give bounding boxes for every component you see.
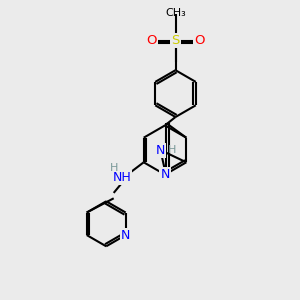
Text: H: H — [168, 145, 176, 155]
Text: O: O — [146, 34, 157, 47]
Text: CH₃: CH₃ — [165, 8, 186, 19]
Text: H: H — [110, 163, 118, 173]
Text: O: O — [194, 34, 205, 47]
Text: N: N — [156, 143, 165, 157]
Text: S: S — [171, 34, 180, 47]
Text: N: N — [121, 229, 130, 242]
Text: NH: NH — [113, 171, 131, 184]
Text: N: N — [160, 168, 170, 181]
